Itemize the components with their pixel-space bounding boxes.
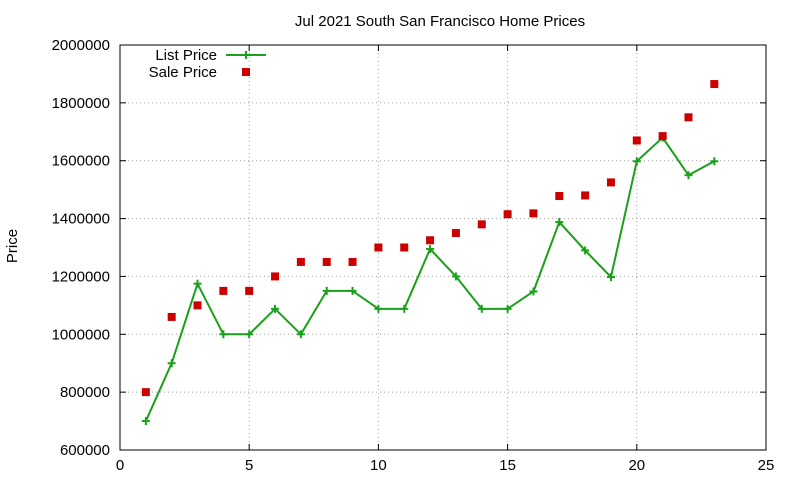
list-price-point [271,304,280,313]
list-price-point [606,273,615,282]
list-price-point [219,330,228,339]
y-tick-label: 1400000 [52,211,110,228]
plot-layer [141,80,719,426]
sale-price-point [451,229,460,238]
x-tick-label: 15 [499,457,516,474]
list-price-point [503,304,512,313]
list-price-point [245,330,254,339]
list-price-point [555,218,564,227]
legend-label: List Price [155,47,217,64]
list-price-point [632,157,641,166]
list-price-point [529,287,538,296]
sale-price-point [296,257,305,266]
x-tick-label: 0 [116,457,124,474]
list-price-line [144,136,715,422]
y-tick-label: 1800000 [52,95,110,112]
sale-price-point [219,286,228,295]
list-price-point [451,272,460,281]
list-price-point [374,304,383,313]
sale-price-point [581,191,590,200]
sale-price-point [684,113,693,122]
sale-price-point [710,80,719,89]
y-tick-label: 2000000 [52,37,110,54]
sale-price-point [141,388,150,397]
list-price-point [581,246,590,255]
grid-layer [120,45,766,450]
list-price-point [167,359,176,368]
sale-price-point [555,192,564,201]
sale-price-point [503,210,512,219]
sale-price-point [193,301,202,310]
y-tick-label: 1600000 [52,153,110,170]
sale-price-point [400,243,409,252]
sale-price-point [167,312,176,321]
x-tick-label: 25 [758,457,775,474]
list-price-point [710,157,719,166]
sale-price-point [477,220,486,229]
list-price-point [400,304,409,313]
list-price-point [477,304,486,313]
x-tick-label: 20 [628,457,645,474]
sale-price-point [348,257,357,266]
list-price-point [684,171,693,180]
y-axis-label: Price [4,229,21,263]
y-tick-label: 800000 [60,384,110,401]
legend-label: Sale Price [149,64,217,81]
list-price-point [193,279,202,288]
list-price-point [348,286,357,295]
sale-price-point [322,257,331,266]
y-tick-label: 1000000 [52,326,110,343]
y-tick-label: 1200000 [52,268,110,285]
series-list-price [141,133,719,426]
list-price-point [141,417,150,426]
list-price-point [426,244,435,253]
list-price-point [322,286,331,295]
sale-price-point [529,209,538,218]
plot-frame [119,44,767,451]
sale-price-point [271,272,280,281]
sale-price-point [426,236,435,245]
sale-price-point [245,286,254,295]
y-tick-label: 600000 [60,442,110,459]
list-price-point [296,330,305,339]
sale-price-point [606,178,615,187]
axis-layer: 0 5 10 15 20 25 600000 800000 1000000 1200000 1400… [52,37,775,474]
x-tick-label: 5 [245,457,253,474]
x-tick-label: 10 [370,457,387,474]
sale-price-point [374,243,383,252]
legend-square-key [242,68,250,76]
sale-price-point [658,132,667,141]
series-sale-price [141,80,719,397]
legend-plus-key [242,51,250,59]
chart-title: Jul 2021 South San Francisco Home Prices [295,13,585,30]
sale-price-point [632,136,641,145]
